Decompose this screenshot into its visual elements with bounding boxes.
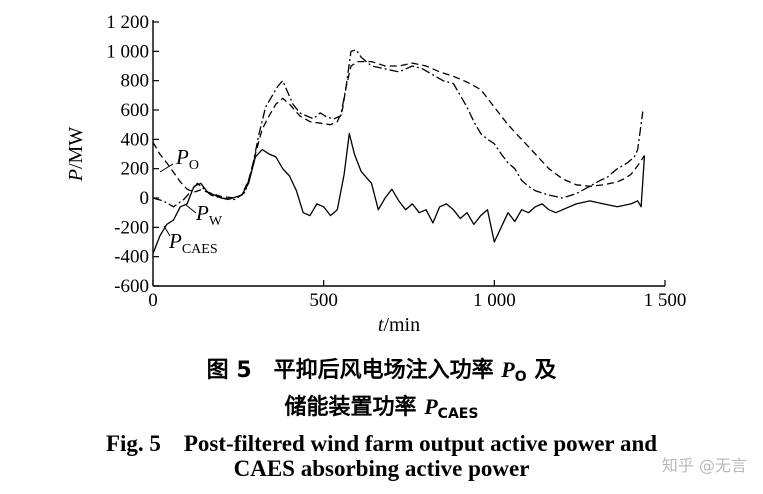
series-label-p-w: PW bbox=[195, 201, 223, 229]
y-tick-label: 400 bbox=[121, 129, 150, 150]
series-line-p-caes bbox=[152, 132, 646, 254]
y-axis-label: P/MW bbox=[65, 127, 87, 183]
y-tick-label: 200 bbox=[121, 159, 150, 180]
y-tick-label: -200 bbox=[114, 217, 149, 238]
y-tick-label: -400 bbox=[114, 247, 149, 268]
series-label-leader bbox=[163, 225, 171, 237]
caption-cn-line1-text: 图 5 平抑后风电场注入功率 bbox=[206, 358, 502, 383]
caption-en-line1: Fig. 5 Post-filtered wind farm output ac… bbox=[105, 431, 658, 456]
caption-cn-line2-sub: CAES bbox=[437, 406, 479, 422]
y-tick-label: 1 200 bbox=[106, 12, 149, 33]
y-tick-label: 600 bbox=[121, 100, 150, 121]
caption-cn-line2: 储能装置功率 PCAES bbox=[0, 389, 763, 422]
caption-cn-line1-var: P bbox=[501, 357, 515, 382]
x-tick-label: 500 bbox=[309, 290, 338, 311]
y-tick-label: 800 bbox=[121, 71, 150, 92]
caption-cn-line2-text: 储能装置功率 bbox=[284, 395, 425, 420]
series-label-p-caes: PCAES bbox=[168, 229, 218, 257]
x-tick-label: 1 000 bbox=[473, 290, 516, 311]
series-line-p-o bbox=[152, 60, 646, 199]
caption-cn-line1: 图 5 平抑后风电场注入功率 PO 及 bbox=[0, 352, 763, 385]
series-label-leader bbox=[185, 204, 197, 214]
caption-cn-line2-var: P bbox=[424, 394, 438, 419]
x-axis-label: t/min bbox=[378, 314, 420, 336]
x-tick-label: 1 500 bbox=[644, 290, 687, 311]
series-group bbox=[152, 49, 646, 254]
y-tick-label: 0 bbox=[140, 188, 150, 209]
caption-cn-line1-suffix: 及 bbox=[526, 358, 557, 383]
caption-en-line2: CAES absorbing active power bbox=[233, 456, 530, 481]
series-label-p-o: PO bbox=[175, 145, 199, 173]
x-tick-label: 0 bbox=[148, 290, 158, 311]
caption-cn-line1-sub: O bbox=[514, 369, 527, 385]
watermark: 知乎 @无言 bbox=[661, 456, 747, 475]
y-tick-label: -600 bbox=[114, 276, 149, 297]
series-label-leader bbox=[159, 163, 174, 173]
series-line-p-w bbox=[152, 49, 644, 208]
y-tick-label: 1 000 bbox=[106, 41, 149, 62]
